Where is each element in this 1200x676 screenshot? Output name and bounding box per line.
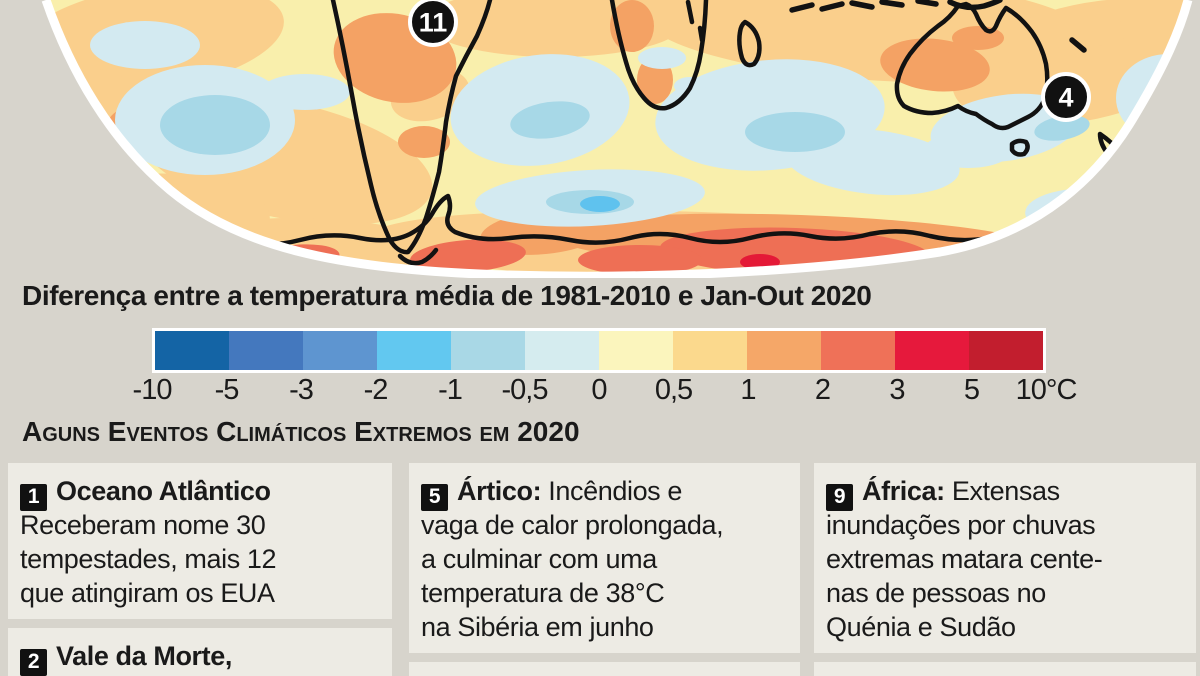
- scale-tick-label: 0,5: [654, 374, 693, 406]
- map-marker-11-label: 11: [419, 8, 448, 38]
- scale-segment-0: [155, 331, 229, 370]
- scale-segment-11: [969, 331, 1043, 370]
- scale-tick-label: 1: [740, 374, 756, 406]
- event-text-line: Receberam nome 30: [20, 510, 266, 540]
- event-panel-9: 9 África: Extensas inundações por chuvas ex…: [814, 463, 1196, 653]
- event-number-badge: 5: [421, 483, 448, 511]
- event-text-line: tempestades, mais 12: [20, 544, 277, 574]
- event-text-line: inundações por chuvas: [826, 510, 1096, 540]
- map-marker-11: 11: [408, 0, 458, 47]
- scale-segment-9: [821, 331, 895, 370]
- event-text-line: Quénia e Sudão: [826, 612, 1016, 642]
- scale-segment-3: [377, 331, 451, 370]
- scale-tick-label: 10°C: [1015, 374, 1078, 406]
- map-svg: 11 4: [41, 0, 1193, 281]
- world-temperature-anomaly-map: 11 4: [0, 0, 1200, 281]
- map-marker-4-label: 4: [1058, 83, 1073, 113]
- map-marker-4: 4: [1041, 72, 1091, 122]
- events-column-middle: 5 Ártico: Incêndios e vaga de calor prolon…: [409, 463, 800, 676]
- scale-tick-label: -2: [363, 374, 389, 406]
- scale-segment-7: [673, 331, 747, 370]
- events-column-right: 9 África: Extensas inundações por chuvas ex…: [814, 463, 1196, 676]
- event-number-badge: 1: [20, 483, 47, 511]
- scale-tick-label: 5: [963, 374, 980, 406]
- map-globe-rim: [41, 0, 1193, 281]
- scale-tick-label: -3: [289, 374, 314, 406]
- event-text-line: na Sibéria em junho: [421, 612, 654, 642]
- event-panel-10: 10China: inundações: [814, 662, 1196, 676]
- scale-tick-label: -0,5: [501, 374, 549, 406]
- scale-segment-5: [525, 331, 599, 370]
- events-column-left: 1 Oceano Atlântico Receberam nome 30 tempes…: [8, 463, 392, 676]
- event-text-line: 2 Vale da Morte,: [20, 639, 380, 676]
- scale-tick-label: -10: [132, 374, 173, 406]
- event-text-line: nas de pessoas no: [826, 578, 1046, 608]
- event-text-line: 9 África: Extensas: [826, 474, 1184, 511]
- scale-segment-6: [599, 331, 673, 370]
- scale-tick-label: 3: [889, 374, 905, 406]
- temperature-scale-ticks: -10 -5 -3 -2 -1 -0,5 0 0,5 1 2 3 5 10°C: [133, 374, 1078, 408]
- event-panel-6: 6Baía de Bengala:: [409, 662, 800, 676]
- legend-title: Diferença entre a temperatura média de 1…: [22, 280, 872, 311]
- event-panel-1: 1 Oceano Atlântico Receberam nome 30 tempes…: [8, 463, 392, 619]
- event-text-line: que atingiram os EUA: [20, 578, 275, 608]
- scale-tick-label: -1: [438, 374, 463, 406]
- events-section-header: Aguns Eventos Climáticos Extremos em 202…: [22, 416, 580, 447]
- event-text-line: 5 Ártico: Incêndios e: [421, 474, 788, 511]
- event-number-badge: 9: [826, 483, 853, 511]
- scale-segment-4: [451, 331, 525, 370]
- scale-segment-2: [303, 331, 377, 370]
- event-text-line: a culminar com uma: [421, 544, 657, 574]
- map-anomaly-blobs: [46, 0, 1188, 277]
- event-text-line: temperatura de 38°C: [421, 578, 665, 608]
- event-number-badge: 2: [20, 648, 47, 676]
- event-text-line: extremas matara cente-: [826, 544, 1103, 574]
- event-text-line: 1 Oceano Atlântico: [20, 474, 380, 511]
- scale-segment-8: [747, 331, 821, 370]
- event-text-line: vaga de calor prolongada,: [421, 510, 724, 540]
- scale-tick-label: 0: [591, 374, 607, 406]
- scale-segment-10: [895, 331, 969, 370]
- scale-tick-label: 2: [814, 374, 831, 406]
- scale-segment-1: [229, 331, 303, 370]
- temperature-color-scale: [152, 328, 1046, 373]
- scale-tick-label: -5: [214, 374, 240, 406]
- event-panel-5: 5 Ártico: Incêndios e vaga de calor prolon…: [409, 463, 800, 653]
